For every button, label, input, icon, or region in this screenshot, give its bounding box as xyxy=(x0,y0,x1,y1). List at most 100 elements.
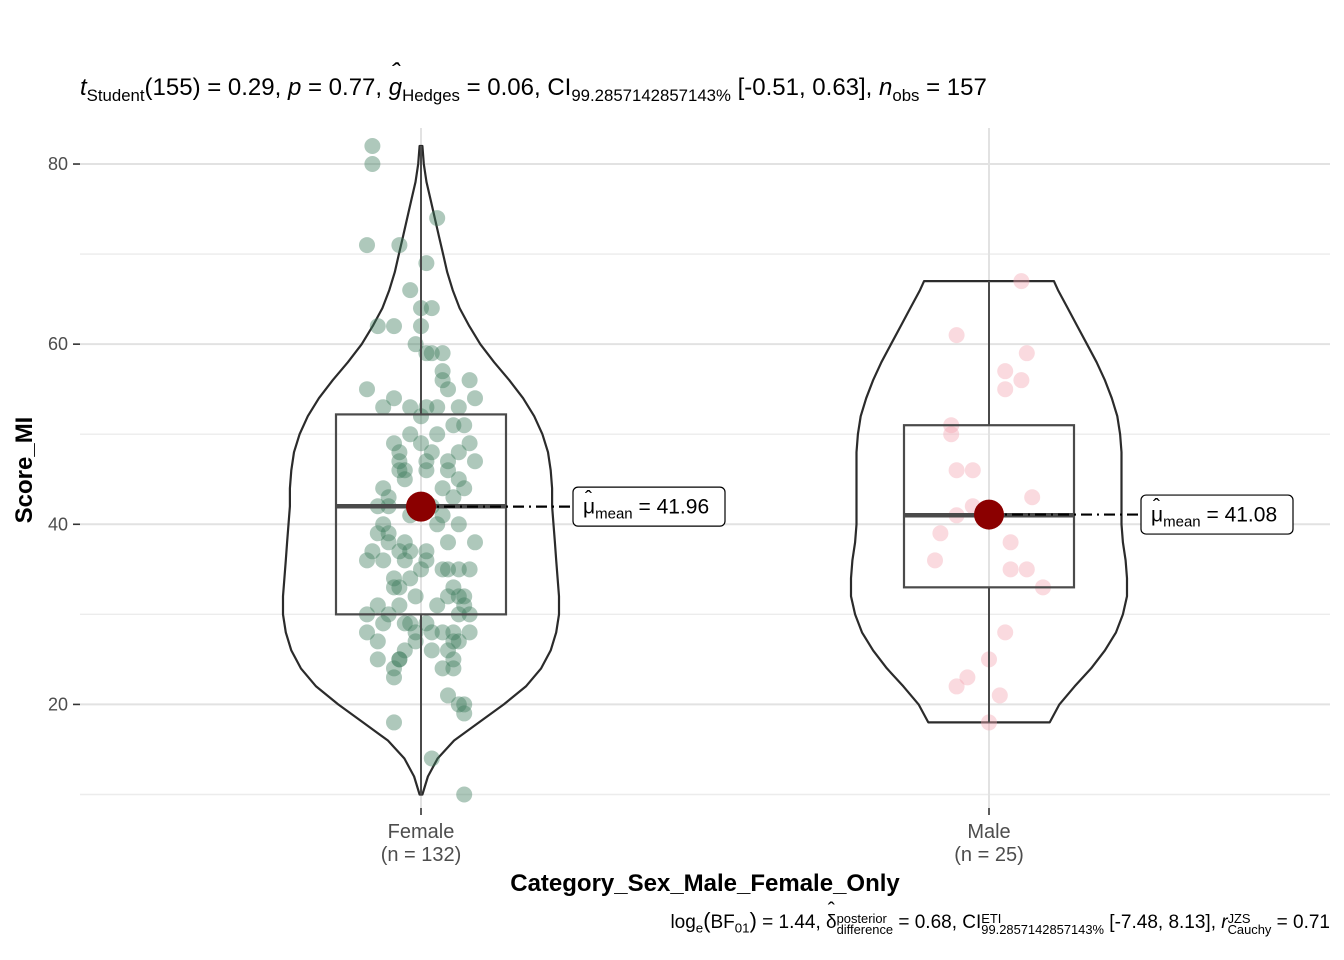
x-tick-label: Female xyxy=(388,821,455,843)
data-point xyxy=(402,282,419,299)
axis-layer: 20 40 60 80 Female(n = 132) Male(n = 25) xyxy=(48,154,1024,866)
mean-label-hat: ˆ xyxy=(585,488,592,511)
mean-point xyxy=(974,499,1004,530)
data-point xyxy=(375,399,392,416)
data-point xyxy=(434,345,451,362)
data-point xyxy=(396,615,413,632)
data-point xyxy=(413,561,429,578)
data-point xyxy=(423,444,440,461)
data-point xyxy=(948,462,965,479)
data-point xyxy=(386,435,402,452)
data-point xyxy=(1002,534,1019,551)
y-axis-title: Score_MI xyxy=(11,417,38,524)
data-point xyxy=(440,687,456,704)
data-point xyxy=(948,327,965,344)
data-point xyxy=(461,372,478,389)
data-point xyxy=(434,363,451,380)
x-tick-count: (n = 132) xyxy=(381,844,462,866)
data-point xyxy=(440,534,456,551)
data-point xyxy=(467,534,483,551)
data-point xyxy=(1013,372,1030,389)
data-point xyxy=(440,642,456,659)
data-point xyxy=(1002,561,1019,578)
data-point xyxy=(434,372,451,389)
violin-female xyxy=(281,144,561,796)
data-point xyxy=(445,579,462,596)
data-point xyxy=(369,651,386,668)
data-point xyxy=(407,588,424,605)
data-point xyxy=(418,552,435,569)
data-point xyxy=(445,417,462,434)
data-point xyxy=(391,237,408,254)
y-tick-label: 60 xyxy=(48,334,68,354)
mean-label: μmean = 41.96 xyxy=(583,496,709,523)
chart-subtitle: tStudent(155) = 0.29, p = 0.77, gHedges … xyxy=(80,58,987,106)
data-point xyxy=(407,624,424,641)
data-point xyxy=(369,597,386,614)
data-point xyxy=(450,561,467,578)
data-point xyxy=(440,462,456,479)
data-point xyxy=(375,615,392,632)
data-point xyxy=(418,453,435,470)
data-point xyxy=(386,660,402,677)
data-point xyxy=(450,399,467,416)
data-point xyxy=(429,426,446,443)
data-point xyxy=(418,462,435,479)
data-point xyxy=(391,651,408,668)
data-point xyxy=(450,588,467,605)
data-point xyxy=(445,651,462,668)
data-point xyxy=(434,561,451,578)
data-point xyxy=(1024,489,1041,506)
data-point xyxy=(369,525,386,542)
data-point xyxy=(450,633,467,650)
data-point xyxy=(418,255,435,272)
points-layer xyxy=(359,138,1051,803)
data-point xyxy=(396,552,413,569)
mean-label-hat: ˆ xyxy=(1153,496,1160,519)
box-male xyxy=(902,424,1076,589)
data-point xyxy=(997,381,1014,398)
data-point xyxy=(445,660,462,677)
data-point xyxy=(445,624,462,641)
chart-caption: loge(BF01) = 1.44, δposteriordifference … xyxy=(670,899,1330,936)
data-point xyxy=(391,651,408,668)
data-point xyxy=(418,615,435,632)
data-point xyxy=(434,660,451,677)
data-point xyxy=(997,624,1014,641)
box-female xyxy=(334,413,508,616)
data-point xyxy=(445,489,462,506)
data-point xyxy=(418,399,435,416)
data-point xyxy=(402,426,419,443)
data-point xyxy=(450,444,467,461)
data-point xyxy=(359,381,375,398)
data-point xyxy=(440,561,456,578)
data-point xyxy=(456,786,473,803)
data-point xyxy=(456,696,473,713)
data-point xyxy=(386,669,402,686)
data-point xyxy=(964,462,981,479)
data-point xyxy=(467,453,483,470)
data-point xyxy=(1018,561,1035,578)
data-point xyxy=(461,561,478,578)
data-point xyxy=(375,552,392,569)
data-point xyxy=(407,633,424,650)
data-point xyxy=(375,516,392,533)
data-point xyxy=(380,489,397,506)
data-point xyxy=(364,156,381,173)
mean-label: μmean = 41.08 xyxy=(1151,504,1277,531)
mean-label-box xyxy=(1140,494,1294,535)
data-point xyxy=(413,408,429,425)
data-point xyxy=(932,525,949,542)
violin-male xyxy=(849,280,1129,724)
data-point xyxy=(461,435,478,452)
data-point xyxy=(402,570,419,587)
y-tick-label: 80 xyxy=(48,154,68,174)
data-point xyxy=(440,453,456,470)
data-point xyxy=(423,624,440,641)
mean-point xyxy=(406,491,436,522)
y-tick-label: 40 xyxy=(48,514,68,534)
data-point xyxy=(456,597,473,614)
data-point xyxy=(450,696,467,713)
data-point xyxy=(434,507,451,524)
